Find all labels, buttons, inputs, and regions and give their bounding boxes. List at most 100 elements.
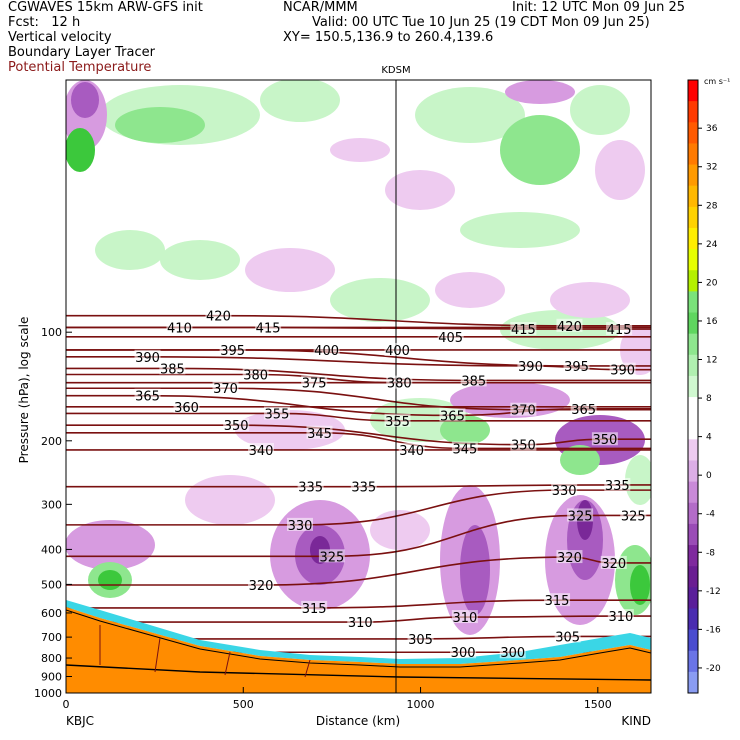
colorbar-swatch (688, 375, 698, 398)
theta-label: 385 (160, 362, 185, 377)
theta-label: 300 (500, 646, 525, 661)
colorbar-swatch (688, 101, 698, 123)
theta-label-bg (556, 318, 583, 332)
theta-label-bg (407, 631, 434, 645)
theta-contour-345 (66, 431, 651, 450)
theta-label-bg (570, 401, 597, 415)
colorbar-label: 28 (706, 201, 718, 211)
model-title: CGWAVES 15km ARW-GFS init (8, 0, 203, 15)
x-tick-label: 500 (233, 698, 254, 711)
theta-label-bg (398, 442, 425, 456)
theta-label-bg (134, 349, 161, 363)
theta-label: 350 (511, 439, 536, 454)
downdraft-region (460, 525, 490, 615)
y-tick-label: 600 (41, 607, 62, 620)
updraft-region (260, 80, 340, 122)
field-potential-temperature: Potential Temperature (8, 60, 152, 75)
theta-label-bg (499, 645, 526, 659)
colorbar-swatch (688, 460, 698, 483)
theta-label: 365 (135, 390, 160, 405)
downdraft-region (330, 138, 390, 162)
colorbar-swatch (688, 227, 698, 250)
theta-label-bg (450, 645, 477, 659)
theta-label: 400 (385, 344, 410, 359)
theta-label-bg (567, 508, 594, 522)
updraft-region (115, 107, 205, 143)
theta-contour-420 (66, 314, 651, 327)
valid-time: Valid: 00 UTC Tue 10 Jun 25 (19 CDT Mon … (312, 15, 650, 30)
downdraft-region (385, 170, 455, 210)
theta-label: 340 (399, 444, 424, 459)
theta-label-bg (301, 375, 328, 389)
theta-label-bg (223, 418, 250, 432)
theta-label: 365 (571, 403, 596, 418)
theta-label-bg (159, 361, 186, 375)
theta-label: 320 (249, 579, 274, 594)
colorbar-unit: cm s⁻¹ (704, 77, 730, 86)
updraft-region (560, 445, 600, 475)
y-tick-label: 500 (41, 578, 62, 591)
theta-label-bg (386, 375, 413, 389)
theta-label: 400 (314, 344, 339, 359)
colorbar-label: 32 (706, 163, 717, 173)
colorbar-label: 0 (706, 471, 712, 481)
y-tick-label: 100 (41, 326, 62, 339)
theta-contour-355 (66, 412, 651, 422)
colorbar-swatch (688, 439, 698, 461)
colorbar-swatch (688, 418, 698, 440)
downdraft-region (245, 248, 335, 292)
theta-label-bg (606, 322, 633, 336)
updraft-region (630, 565, 650, 605)
downdraft-region (435, 272, 505, 308)
theta-label: 405 (438, 331, 463, 346)
colorbar-swatch (688, 122, 698, 144)
theta-label-bg (301, 600, 328, 614)
updraft-region (95, 230, 165, 270)
colorbar: 36 32 28 24 20 16 12 8 4 0 -4 -8 -12 -16 -20 (687, 79, 721, 694)
updraft-region (330, 278, 430, 322)
updraft-region (460, 212, 580, 248)
theta-label: 410 (167, 321, 192, 336)
colorbar-swatch (688, 502, 698, 525)
colorbar-label: 8 (706, 394, 712, 404)
theta-label: 355 (265, 407, 290, 422)
downdraft-region (370, 510, 430, 550)
x-tick-label: 1000 (407, 698, 435, 711)
x-tick-label: 0 (63, 698, 70, 711)
colorbar-swatch (688, 291, 698, 314)
theta-contour-305 (66, 635, 651, 640)
theta-label: 420 (557, 320, 582, 335)
terrain-contour (66, 609, 651, 668)
y-tick-label: 900 (41, 670, 62, 683)
colorbar-swatch (688, 185, 698, 208)
downdraft-region (235, 410, 345, 450)
theta-label-bg (350, 479, 377, 493)
theta-label: 390 (610, 364, 635, 379)
theta-label-bg (173, 399, 200, 413)
theta-label-bg (347, 615, 374, 629)
theta-label-bg (318, 549, 345, 563)
y-tick-label: 200 (41, 435, 62, 448)
colorbar-label: 4 (706, 433, 712, 443)
colorbar-swatch (688, 143, 698, 166)
colorbar-swatch (688, 333, 698, 356)
theta-label-bg (384, 413, 411, 427)
theta-contour-330 (66, 489, 651, 526)
theta-contour-315 (66, 599, 651, 609)
theta-label-bg (556, 550, 583, 564)
colorbar-label: -8 (706, 548, 715, 558)
theta-label-bg (517, 358, 544, 372)
colorbar-label: 20 (706, 278, 718, 288)
colorbar-label: 12 (706, 356, 717, 366)
y-tick-label: 700 (41, 631, 62, 644)
y-tick-label: 400 (41, 543, 62, 556)
theta-label-bg (460, 373, 487, 387)
forecast-hour: Fcst: 12 h (8, 15, 81, 30)
theta-label-bg (620, 508, 647, 522)
colorbar-swatch (688, 397, 698, 419)
theta-label: 350 (224, 419, 249, 434)
field-boundary-layer-tracer: Boundary Layer Tracer (8, 45, 155, 60)
theta-label-bg (554, 629, 581, 643)
theta-label: 345 (307, 427, 332, 442)
